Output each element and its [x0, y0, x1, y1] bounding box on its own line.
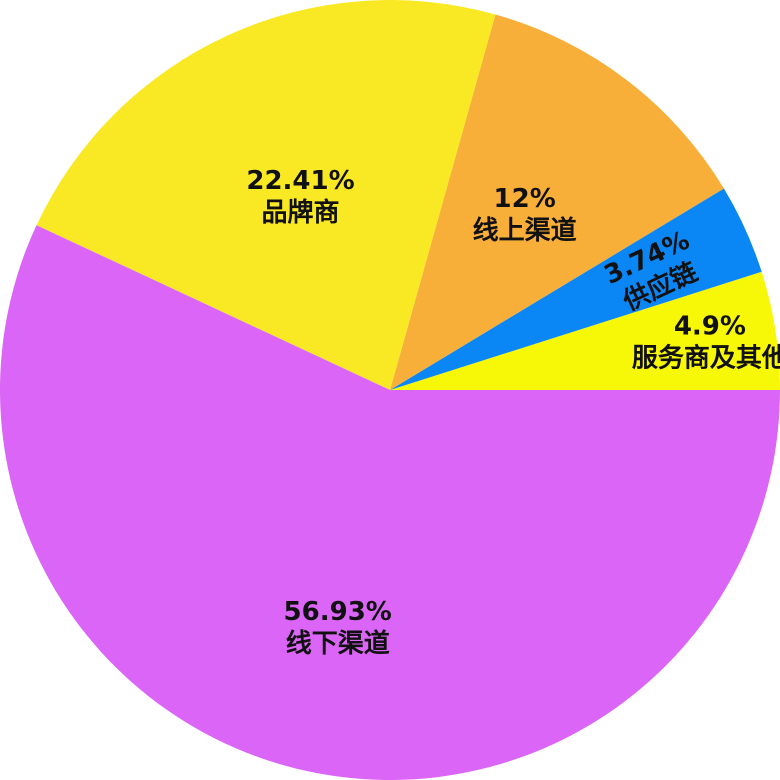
slice-category-label: 线下渠道 — [286, 628, 390, 659]
pie-slice-3 — [390, 14, 724, 391]
pie-slice-1 — [390, 271, 780, 390]
pie-slice-2 — [390, 188, 762, 390]
slice-label-group-3: 12%线上渠道 — [473, 184, 577, 246]
slice-category-label: 服务商及其他 — [632, 342, 780, 373]
slice-category-label: 线上渠道 — [473, 215, 577, 246]
slice-percent-label: 22.41% — [246, 166, 354, 196]
pie-slice-5 — [0, 225, 780, 780]
slice-category-label: 品牌商 — [261, 197, 339, 228]
slice-percent-label: 56.93% — [284, 597, 392, 627]
slice-label-group-4: 22.41%品牌商 — [246, 166, 354, 228]
slice-label-group-5: 56.93%线下渠道 — [284, 597, 392, 659]
slice-percent-label: 12% — [494, 184, 556, 214]
slice-label-group-1: 4.9%服务商及其他 — [632, 311, 780, 373]
pie-slice-4 — [36, 0, 496, 391]
slice-percent-label: 4.9% — [674, 311, 746, 341]
